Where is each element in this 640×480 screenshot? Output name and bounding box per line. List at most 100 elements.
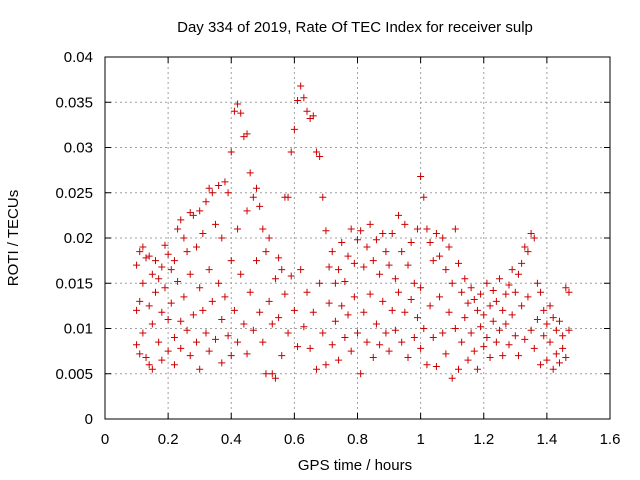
data-point (189, 311, 197, 319)
data-point (552, 350, 560, 358)
data-point (227, 352, 235, 360)
axis-ticks: 0 0.2 0.4 0.6 0.8 1 1.2 1.4 1.6 0 0.005 0.01 0.015 0.… (55, 49, 620, 448)
data-point (148, 270, 156, 278)
x-tick-label: 0.8 (347, 431, 368, 448)
data-point (369, 257, 377, 265)
data-point (413, 225, 421, 233)
data-point (530, 234, 538, 242)
data-point (496, 275, 504, 283)
data-point (559, 332, 567, 340)
data-point (136, 350, 144, 358)
data-point (161, 241, 169, 249)
data-point (559, 344, 567, 352)
data-point (271, 374, 279, 382)
y-tick-label: 0.01 (64, 321, 93, 338)
data-point (227, 148, 235, 156)
data-point (505, 341, 513, 349)
data-point (139, 243, 147, 251)
data-point (230, 107, 238, 115)
data-point (489, 317, 497, 325)
data-point (205, 347, 213, 355)
data-point (193, 243, 201, 251)
data-point (382, 248, 390, 256)
data-point (275, 314, 283, 322)
data-point (227, 257, 235, 265)
data-point (350, 293, 358, 301)
data-point (407, 296, 415, 304)
data-point (344, 311, 352, 319)
data-point (502, 320, 510, 328)
y-tick-label: 0.02 (64, 230, 93, 247)
data-point (218, 359, 226, 367)
data-point (155, 275, 163, 283)
data-point (259, 338, 267, 346)
data-point (527, 326, 535, 334)
data-point (363, 243, 371, 251)
data-point (372, 236, 380, 244)
data-point (278, 352, 286, 360)
data-point (230, 306, 238, 314)
data-point (325, 299, 333, 307)
data-point (546, 338, 554, 346)
data-point (451, 325, 459, 332)
x-tick-label: 0 (101, 431, 109, 448)
x-tick-label: 1.6 (600, 431, 621, 448)
plot-frame (104, 56, 611, 420)
data-point (410, 279, 418, 287)
data-point (152, 257, 159, 265)
data-point (234, 100, 242, 108)
data-point (533, 315, 541, 323)
data-point (142, 353, 150, 361)
data-point (335, 356, 343, 364)
data-point (331, 279, 339, 287)
data-point (177, 317, 185, 325)
data-point (208, 297, 216, 305)
data-point (249, 193, 257, 201)
y-tick-label: 0 (85, 411, 93, 428)
data-point (243, 207, 251, 215)
data-point (183, 326, 191, 334)
data-point (284, 329, 292, 337)
data-point (136, 248, 144, 256)
data-point (363, 338, 371, 346)
data-point (496, 326, 504, 334)
data-point (322, 361, 330, 369)
data-point (556, 359, 563, 367)
data-point (455, 365, 462, 373)
data-point (167, 266, 175, 274)
data-point (417, 172, 425, 180)
data-point (521, 243, 529, 251)
data-point (262, 370, 270, 378)
data-point (344, 252, 352, 260)
data-point (385, 347, 393, 355)
data-point (243, 130, 251, 138)
data-point (524, 293, 532, 301)
data-point (354, 236, 361, 244)
data-point (527, 229, 535, 237)
data-point (524, 248, 532, 256)
data-point (196, 207, 204, 215)
data-point (158, 308, 166, 316)
data-point (514, 352, 522, 360)
data-point (237, 270, 245, 278)
data-point (170, 334, 178, 342)
data-point (211, 220, 219, 228)
data-point (294, 343, 302, 351)
data-points (133, 82, 573, 382)
data-point (183, 248, 191, 256)
data-point (316, 279, 324, 287)
x-tick-label: 0.2 (158, 431, 179, 448)
data-point (366, 290, 374, 298)
data-point (379, 297, 387, 305)
x-tick-label: 0.6 (284, 431, 305, 448)
data-point (445, 308, 453, 316)
data-point (265, 297, 273, 305)
data-point (328, 248, 336, 256)
data-point (335, 266, 343, 274)
data-point (249, 326, 257, 334)
data-point (297, 266, 305, 274)
data-point (271, 275, 279, 283)
data-point (448, 374, 456, 382)
data-point (174, 225, 182, 233)
